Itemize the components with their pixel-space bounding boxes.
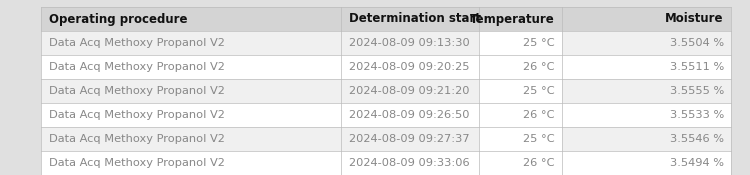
Text: Data Acq Methoxy Propanol V2: Data Acq Methoxy Propanol V2 <box>49 134 225 144</box>
Text: Temperature: Temperature <box>470 12 555 26</box>
Text: Operating procedure: Operating procedure <box>49 12 188 26</box>
Text: Data Acq Methoxy Propanol V2: Data Acq Methoxy Propanol V2 <box>49 86 225 96</box>
Text: 3.5504 %: 3.5504 % <box>670 38 724 48</box>
Bar <box>479 31 562 55</box>
Bar <box>479 103 562 127</box>
Bar <box>479 127 562 151</box>
Bar <box>41 55 731 79</box>
Bar <box>41 151 731 175</box>
Text: 26 °C: 26 °C <box>524 158 555 168</box>
Text: 25 °C: 25 °C <box>523 38 555 48</box>
Text: 2024-08-09 09:26:50: 2024-08-09 09:26:50 <box>349 110 470 120</box>
Bar <box>41 7 731 31</box>
Bar <box>479 55 562 79</box>
Bar <box>479 151 562 175</box>
Text: 3.5555 %: 3.5555 % <box>670 86 724 96</box>
Bar <box>41 79 731 103</box>
Text: 3.5546 %: 3.5546 % <box>670 134 724 144</box>
Text: 2024-08-09 09:33:06: 2024-08-09 09:33:06 <box>349 158 470 168</box>
Text: 2024-08-09 09:20:25: 2024-08-09 09:20:25 <box>349 62 470 72</box>
Text: 2024-08-09 09:21:20: 2024-08-09 09:21:20 <box>349 86 470 96</box>
Text: 26 °C: 26 °C <box>524 62 555 72</box>
Text: 2024-08-09 09:27:37: 2024-08-09 09:27:37 <box>349 134 470 144</box>
Bar <box>41 31 731 55</box>
Text: Moisture: Moisture <box>665 12 724 26</box>
Text: 25 °C: 25 °C <box>523 134 555 144</box>
Text: Data Acq Methoxy Propanol V2: Data Acq Methoxy Propanol V2 <box>49 62 225 72</box>
Text: 3.5511 %: 3.5511 % <box>670 62 724 72</box>
Text: Data Acq Methoxy Propanol V2: Data Acq Methoxy Propanol V2 <box>49 38 225 48</box>
Bar <box>479 79 562 103</box>
Text: 26 °C: 26 °C <box>524 110 555 120</box>
Text: Determination start: Determination start <box>349 12 481 26</box>
Text: 3.5494 %: 3.5494 % <box>670 158 724 168</box>
Bar <box>41 127 731 151</box>
Text: 3.5533 %: 3.5533 % <box>670 110 724 120</box>
Text: 2024-08-09 09:13:30: 2024-08-09 09:13:30 <box>349 38 470 48</box>
Bar <box>41 103 731 127</box>
Text: 25 °C: 25 °C <box>523 86 555 96</box>
Text: Data Acq Methoxy Propanol V2: Data Acq Methoxy Propanol V2 <box>49 110 225 120</box>
Text: Data Acq Methoxy Propanol V2: Data Acq Methoxy Propanol V2 <box>49 158 225 168</box>
